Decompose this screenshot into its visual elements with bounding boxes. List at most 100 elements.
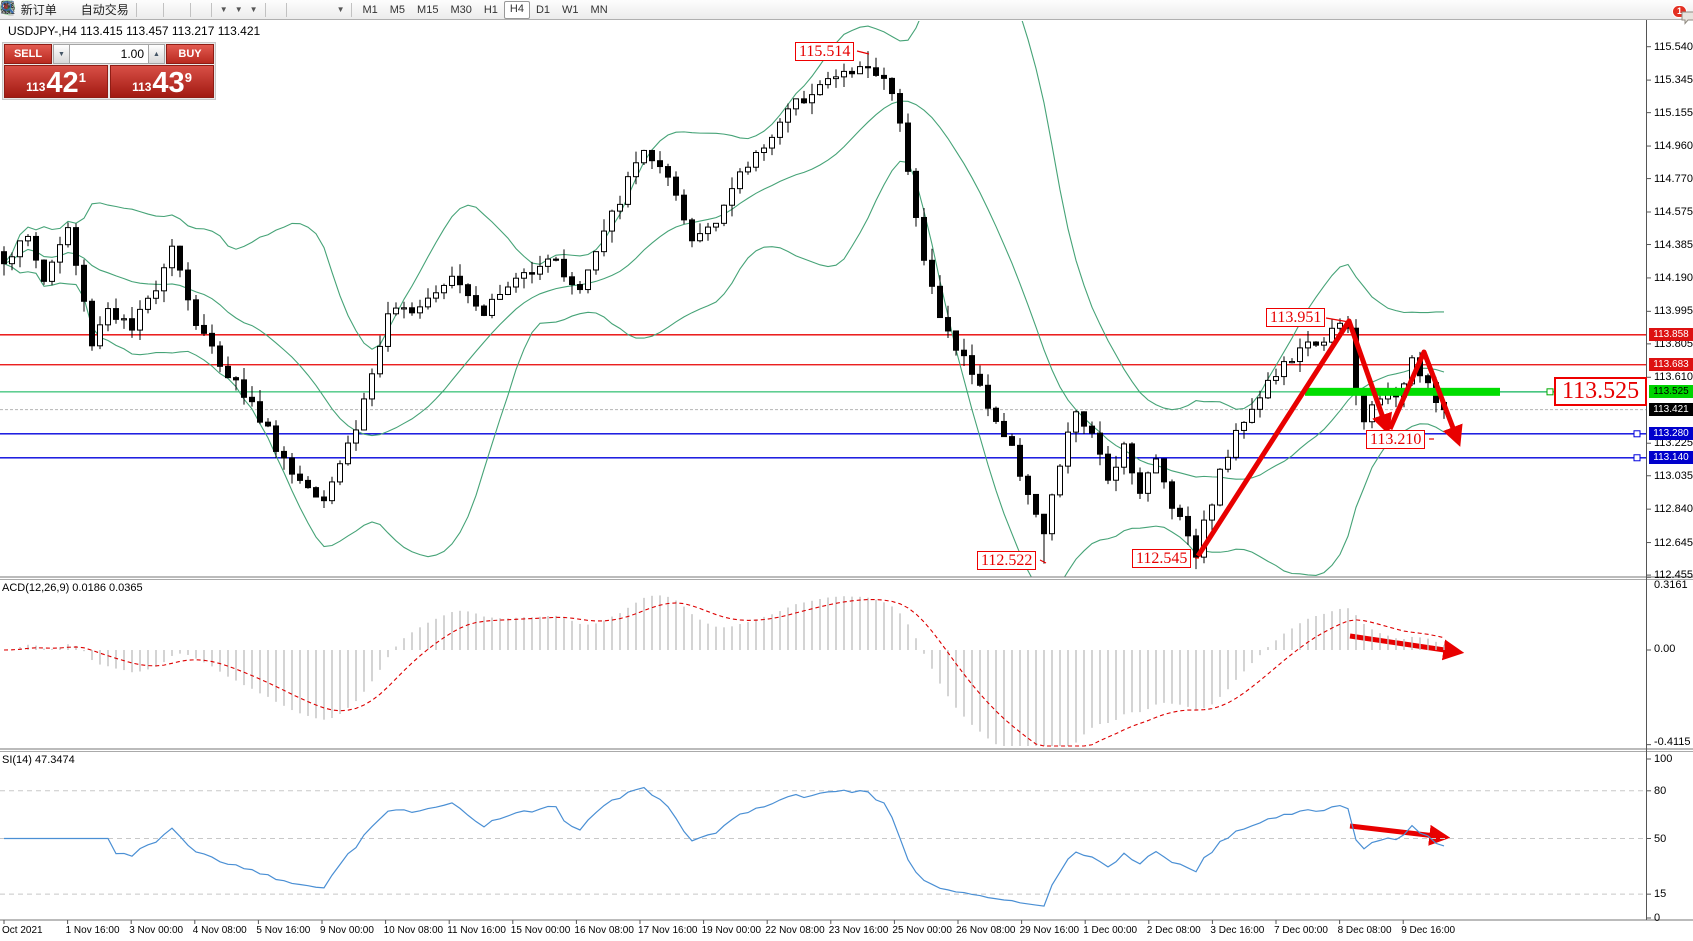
timeframe-bar: M1 M5 M15 M30 H1 H4 D1 W1 MN [356, 0, 613, 19]
time-axis-label: 25 Nov 00:00 [892, 925, 952, 936]
price-annotation-112.545[interactable]: 112.545 [1132, 549, 1192, 568]
time-axis-label: 3 Nov 00:00 [129, 925, 184, 936]
price-tick-label: 113.035 [1654, 469, 1693, 482]
price-annotation-big-113.525[interactable]: 113.525 [1554, 377, 1648, 406]
toolbar-separator [162, 2, 164, 17]
tile-windows-button[interactable] [1, 1, 186, 19]
time-axis-label: 23 Nov 16:00 [828, 925, 889, 936]
time-axis-label: 1 Nov 16:00 [65, 925, 120, 936]
volume-decrease-button[interactable]: ▼ [53, 44, 70, 64]
price-annotation-113.210[interactable]: 113.210 [1366, 430, 1426, 449]
buy-price-button[interactable]: 113 43 9 [110, 65, 214, 98]
timeframe-m1[interactable]: M1 [362, 3, 378, 16]
chart-ohlc-title: USDJPY-,H4 113.415 113.457 113.217 113.4… [8, 24, 267, 38]
main-toolbar: ▐▌ 新订单 [0, 0, 1693, 25]
rsi-scale-80: 80 [1654, 784, 1667, 797]
buy-price-prefix: 113 [132, 80, 152, 94]
timeframe-h4[interactable]: H4 [503, 0, 530, 19]
chat-icon [1681, 11, 1693, 25]
trend-arrow-main [1387, 349, 1463, 447]
timeframe-m15[interactable]: M15 [417, 3, 439, 16]
timeframe-mn[interactable]: MN [590, 3, 608, 16]
autotrading-button[interactable]: 自动交易 [2, 0, 132, 19]
price-annotation-115.514[interactable]: 115.514 [795, 42, 855, 61]
rsi-label: SI(14) 47.3474 [2, 754, 75, 766]
price-tick-label: 113.995 [1654, 305, 1693, 318]
timeframe-w1[interactable]: W1 [562, 3, 579, 16]
search-icon[interactable] [0, 0, 15, 15]
toolbar-separator [264, 2, 266, 17]
new-order-label: 新订单 [20, 3, 57, 17]
buy-button[interactable]: BUY [166, 44, 214, 64]
price-tick-label: 114.770 [1654, 172, 1693, 185]
chart-shift-button[interactable] [2, 1, 207, 19]
price-tick-label: 112.455 [1654, 569, 1693, 582]
time-axis-label: 1 Dec 00:00 [1083, 925, 1138, 936]
toolbar-separator [135, 2, 137, 17]
time-axis-label: 10 Nov 08:00 [383, 925, 444, 936]
dropdown-caret: ▼ [219, 5, 228, 14]
time-axis-label: 11 Nov 16:00 [447, 925, 506, 936]
time-axis-label: 29 Nov 16:00 [1019, 925, 1080, 936]
autotrading-label: 自动交易 [80, 3, 129, 17]
trend-arrow-rsi [1349, 823, 1451, 846]
timeframe-m30[interactable]: M30 [450, 3, 472, 16]
rsi-line [4, 786, 1445, 907]
green-band [1305, 387, 1500, 396]
buy-price-main: 43 [152, 67, 185, 99]
timeframe-h1[interactable]: H1 [483, 3, 498, 16]
timeframe-d1[interactable]: D1 [535, 3, 551, 16]
time-axis-label: 4 Nov 08:00 [192, 925, 247, 936]
time-axis-label: 16 Nov 08:00 [574, 925, 634, 936]
price-badge-113.421: 113.421 [1649, 403, 1693, 417]
toolbar-separator [351, 2, 353, 17]
time-axis-label: Oct 2021 [2, 925, 43, 936]
candlestick-series [1, 51, 1447, 570]
volume-increase-button[interactable]: ▲ [148, 44, 165, 64]
time-axis-label: 7 Dec 00:00 [1274, 925, 1328, 936]
price-tick-label: 115.540 [1654, 40, 1693, 53]
toolbar-separator [210, 2, 212, 17]
price-tick-label: 114.575 [1654, 205, 1693, 218]
price-badge-113.683: 113.683 [1649, 358, 1693, 372]
price-tick-label: 114.190 [1654, 271, 1693, 284]
dropdown-caret: ▼ [249, 5, 258, 14]
price-annotation-112.522[interactable]: 112.522 [977, 551, 1037, 570]
price-badge-113.140: 113.140 [1649, 451, 1693, 465]
rsi-scale-50: 50 [1654, 832, 1667, 845]
time-axis-label: 19 Nov 00:00 [701, 925, 762, 936]
sell-price-button[interactable]: 113 42 1 [4, 65, 108, 98]
dropdown-caret: ▼ [234, 5, 243, 14]
price-badge-113.858: 113.858 [1649, 328, 1693, 342]
time-axis-label: 5 Nov 16:00 [256, 925, 311, 936]
trend-arrow-main [1195, 318, 1393, 558]
indicators-button[interactable]: ▼ [2, 1, 231, 19]
new-order-button[interactable]: 新订单 [1, 0, 60, 19]
time-axis-label: 3 Dec 16:00 [1210, 925, 1265, 936]
time-axis-label: 22 Nov 08:00 [765, 925, 825, 936]
dropdown-caret: ▼ [336, 5, 345, 14]
periods-button[interactable]: ▼ [1, 1, 246, 19]
volume-input[interactable]: 1.00 [70, 44, 148, 64]
price-badge-113.280: 113.280 [1649, 427, 1693, 441]
crosshair-tool-button[interactable] [1, 1, 282, 19]
rsi-scale-15: 15 [1654, 888, 1667, 901]
toolbar-separator [285, 2, 287, 17]
sell-button[interactable]: SELL [4, 44, 52, 64]
price-tick-label: 114.385 [1654, 238, 1693, 251]
price-tick-label: 115.345 [1654, 74, 1693, 87]
time-axis-label: 8 Dec 08:00 [1337, 925, 1392, 936]
price-tick-label: 112.645 [1654, 536, 1693, 549]
macd-signal-line [3, 599, 1445, 747]
line-chart-button[interactable] [2, 1, 159, 19]
templates-button[interactable]: ▼ [1, 1, 261, 19]
price-tick-label: 113.610 [1654, 371, 1693, 384]
timeframe-m5[interactable]: M5 [389, 3, 406, 16]
arrows-tool[interactable]: ▼ [2, 1, 348, 19]
sell-price-pip: 1 [78, 70, 86, 85]
price-annotation-113.951[interactable]: 113.951 [1266, 308, 1326, 327]
time-axis-label: 2 Dec 08:00 [1146, 925, 1201, 936]
sell-price-prefix: 113 [26, 80, 46, 94]
